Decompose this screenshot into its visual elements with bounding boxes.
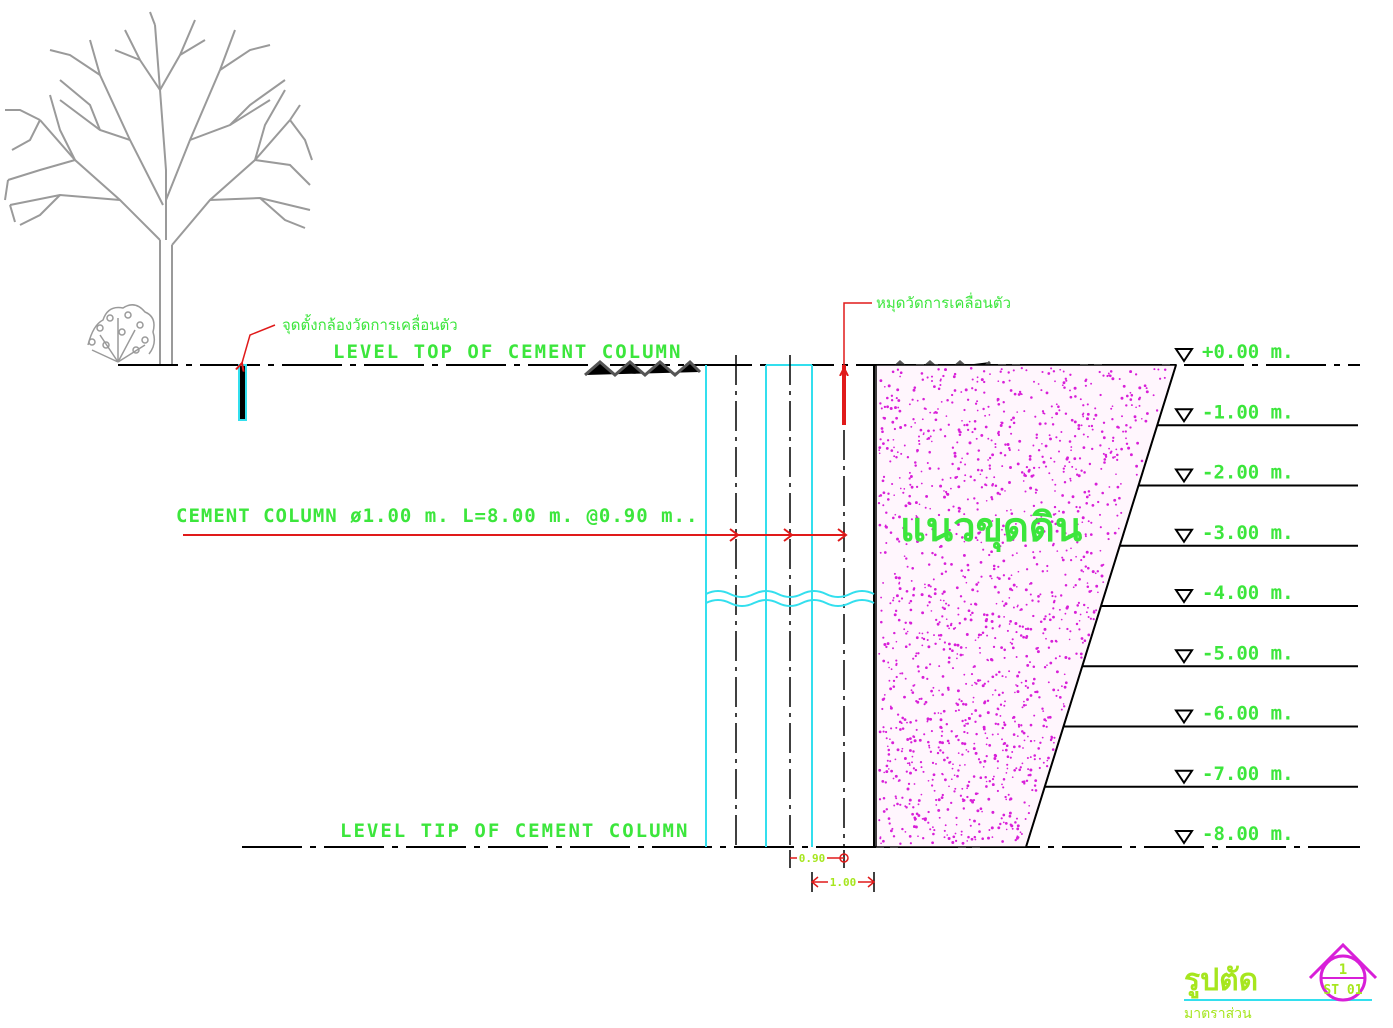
camera-post — [238, 364, 247, 421]
dimension-diameter: 1.00 — [810, 872, 876, 892]
dimension-diameter-value: 1.00 — [830, 876, 857, 889]
level-label: +0.00 m. — [1202, 341, 1294, 363]
cement-column-leader — [183, 528, 848, 542]
level-label: -4.00 m. — [1202, 582, 1294, 604]
survey-pin-label: หมุดวัดการเคลื่อนตัว — [876, 292, 1011, 313]
shrub-icon — [87, 304, 156, 363]
level-marker: +0.00 m. — [1174, 341, 1294, 363]
level-marker: -7.00 m. — [1044, 763, 1358, 788]
level-marker: -1.00 m. — [1157, 401, 1358, 427]
level-marker: -3.00 m. — [1119, 522, 1358, 547]
level-top-label: LEVEL TOP OF CEMENT COLUMN — [333, 341, 682, 363]
level-label: -8.00 m. — [1202, 823, 1294, 845]
cement-column-label: CEMENT COLUMN ø1.00 m. L=8.00 m. @0.90 m… — [176, 505, 698, 527]
level-triangle-icon — [1174, 468, 1194, 484]
excavation-label: แนวขุดดิน — [900, 505, 1082, 553]
section-symbol-icon: 1 ST 01 — [1308, 942, 1378, 1002]
cement-columns — [705, 355, 875, 847]
level-label: -6.00 m. — [1202, 703, 1294, 725]
level-triangle-icon — [1174, 348, 1194, 363]
level-tip-label: LEVEL TIP OF CEMENT COLUMN — [340, 820, 689, 842]
level-triangle-icon — [1174, 769, 1194, 785]
level-triangle-icon — [1174, 649, 1194, 665]
dimension-spacing: 0.90 — [789, 850, 849, 868]
camera-leader — [242, 324, 276, 363]
level-scale: +0.00 m. -1.00 m. -2.00 m. -3.00 m. -4.00 m.… — [1044, 341, 1358, 845]
level-triangle-icon — [1174, 709, 1194, 725]
level-marker: -8.00 m. — [1174, 823, 1294, 845]
dimension-spacing-value: 0.90 — [799, 852, 826, 865]
section-title: รูปตัด — [1184, 963, 1258, 999]
tree-icon — [4, 11, 313, 365]
level-label: -5.00 m. — [1202, 642, 1294, 664]
scale-label: มาตราส่วน — [1184, 1006, 1252, 1022]
level-label: -1.00 m. — [1202, 401, 1294, 423]
section-number: 1 — [1339, 962, 1347, 978]
level-triangle-icon — [1174, 528, 1194, 544]
sheet-ref: ST 01 — [1323, 983, 1362, 998]
level-marker: -5.00 m. — [1082, 642, 1358, 668]
title-block: รูปตัด มาตราส่วน 1 ST 01 — [1184, 942, 1378, 1022]
soil-hatch — [877, 366, 1167, 845]
level-label: -2.00 m. — [1202, 462, 1294, 484]
level-marker: -4.00 m. — [1101, 582, 1358, 607]
level-marker: -6.00 m. — [1063, 703, 1358, 728]
level-triangle-icon — [1174, 830, 1194, 845]
level-label: -7.00 m. — [1202, 763, 1294, 785]
level-label: -3.00 m. — [1202, 522, 1294, 544]
camera-point-label: จุดตั้งกล้องวัดการเคลื่อนตัว — [282, 314, 458, 335]
level-triangle-icon — [1174, 589, 1194, 604]
level-marker: -2.00 m. — [1138, 462, 1358, 487]
level-triangle-icon — [1174, 408, 1194, 424]
survey-pin-leader — [844, 302, 872, 368]
